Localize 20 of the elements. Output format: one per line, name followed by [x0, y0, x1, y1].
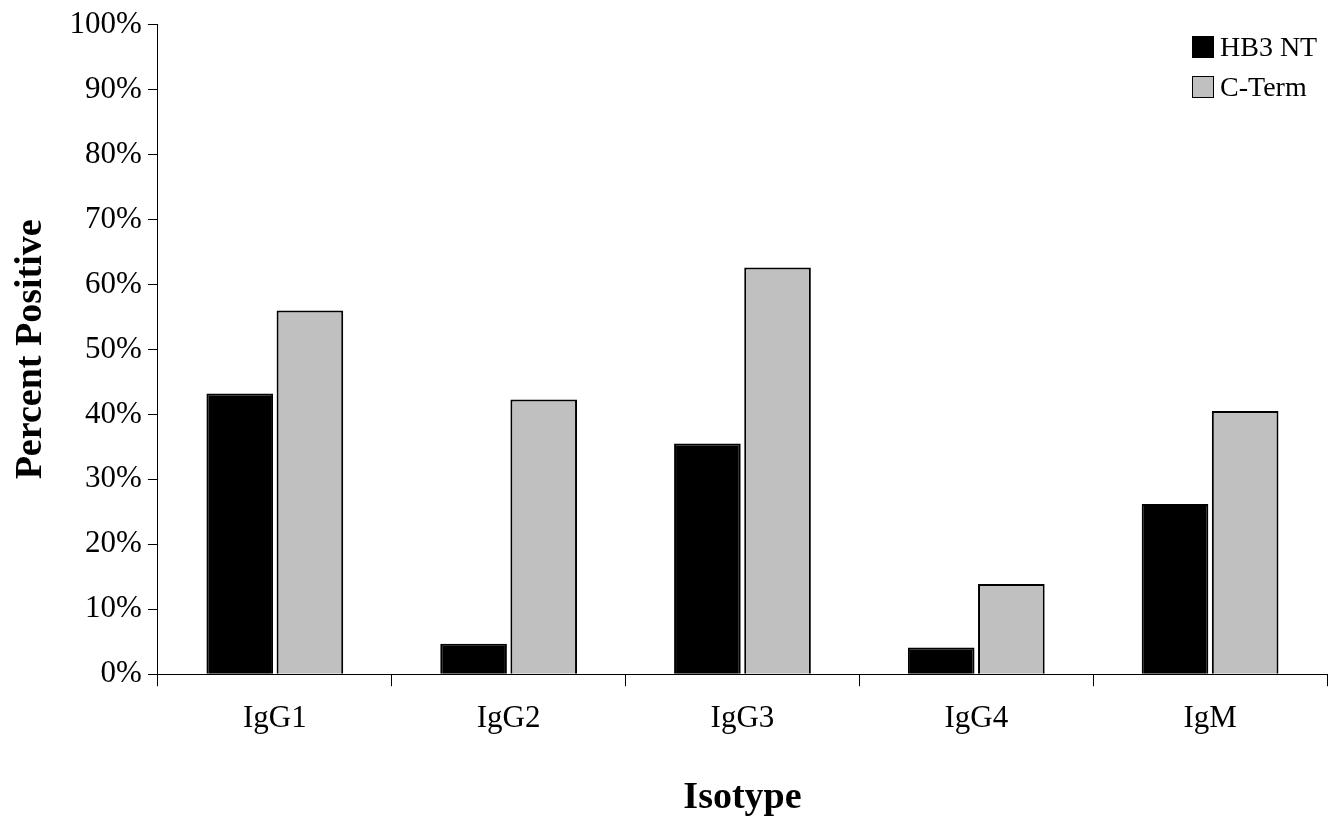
y-tick-label: 40% — [85, 394, 142, 430]
y-tick-label: 10% — [85, 589, 142, 625]
y-tick-label: 50% — [85, 329, 142, 365]
y-axis-title: Percent Positive — [6, 219, 49, 480]
y-tick-label: 100% — [69, 4, 142, 40]
x-tick-label: IgG3 — [710, 698, 775, 734]
x-tick-label: IgG1 — [242, 698, 307, 734]
legend-label: C-Term — [1220, 69, 1307, 104]
x-axis-title: Isotype — [683, 774, 802, 817]
y-tick-label: 20% — [85, 524, 142, 560]
y-tick-label: 0% — [100, 654, 142, 690]
y-tick-label: 80% — [85, 134, 142, 170]
x-tick-label: IgG4 — [944, 698, 1009, 734]
y-tick-label: 70% — [85, 199, 142, 235]
y-tick-label: 60% — [85, 264, 142, 300]
y-tick-label: 90% — [85, 69, 142, 105]
x-tick-label: IgG2 — [476, 698, 541, 734]
legend-label: HB3 NT — [1220, 29, 1318, 64]
x-tick-label: IgM — [1183, 698, 1237, 734]
y-tick-label: 30% — [85, 459, 142, 495]
